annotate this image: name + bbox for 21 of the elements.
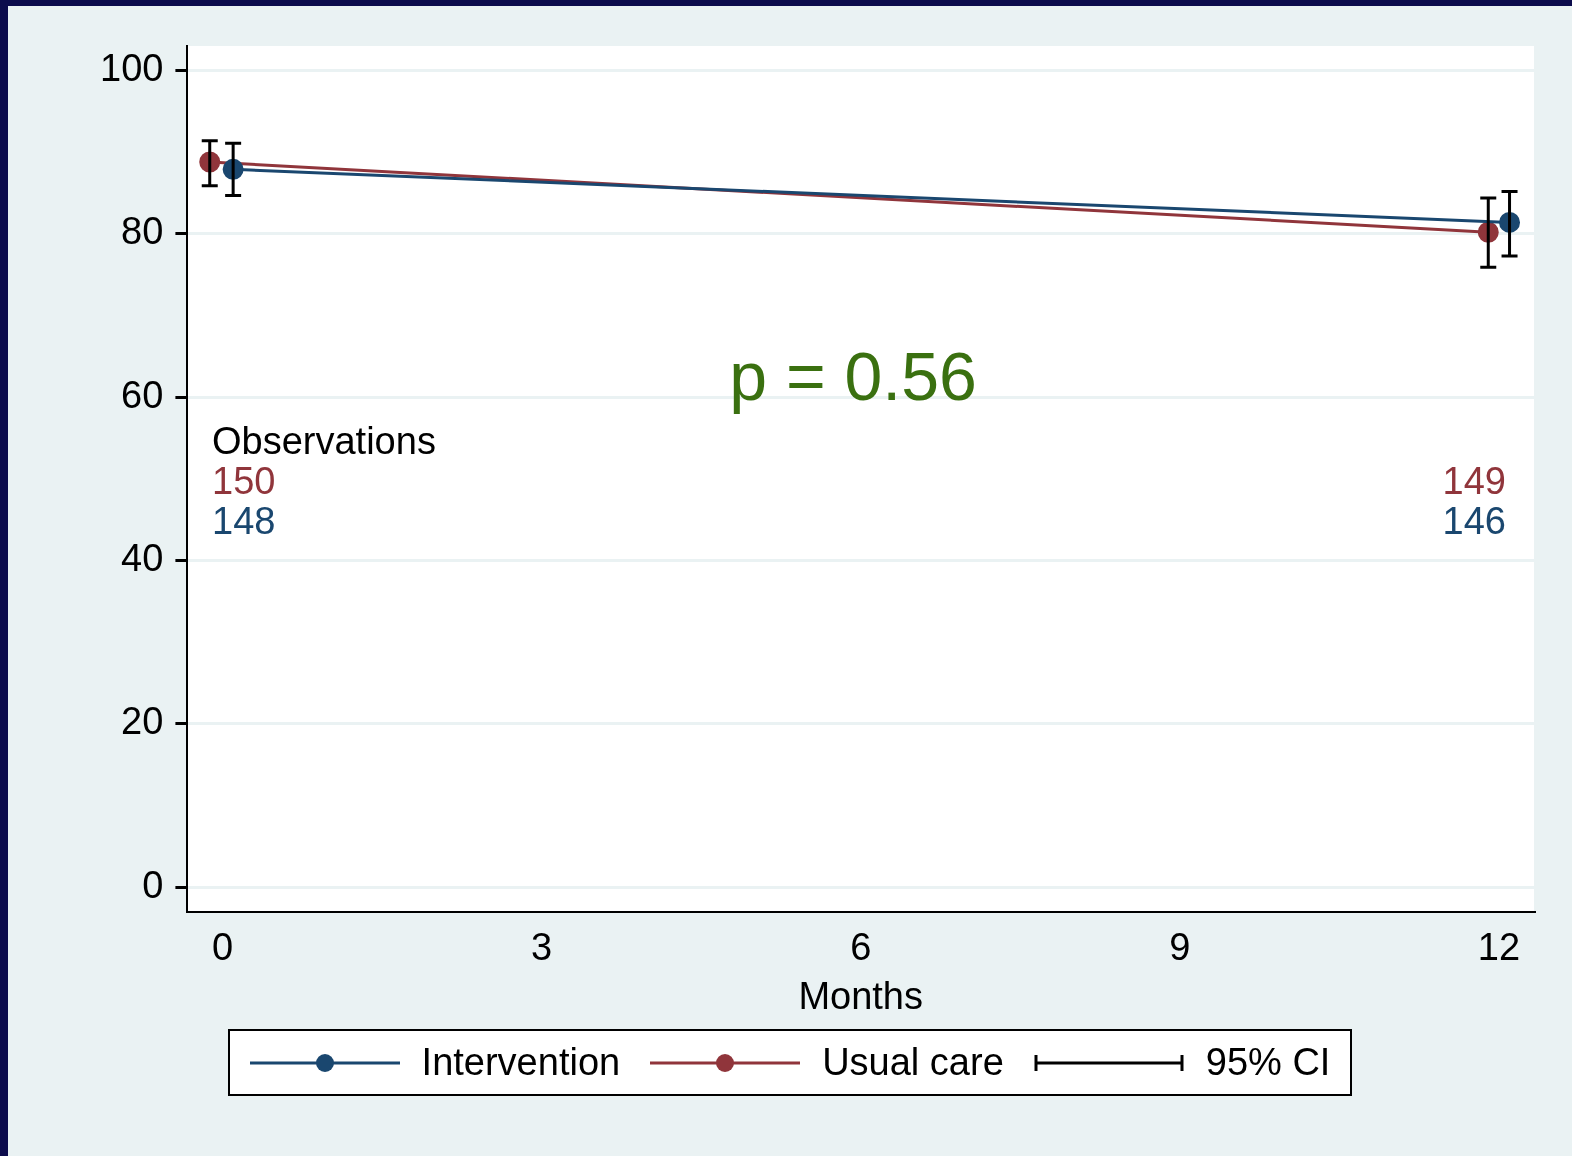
y-tick-label: 20 <box>121 700 164 743</box>
legend-label: Intervention <box>421 1041 621 1084</box>
y-tick-label: 80 <box>121 210 164 253</box>
x-tick-label: 0 <box>211 926 234 969</box>
annotation: Observations <box>212 420 436 463</box>
annotation: 149 <box>1442 460 1506 503</box>
y-tick-label: 0 <box>142 863 164 906</box>
x-tick-label: 12 <box>1477 926 1521 969</box>
annotation: 150 <box>212 460 276 503</box>
legend-label: Usual care <box>822 1041 1004 1084</box>
x-tick-label: 6 <box>850 926 872 969</box>
annotation: 146 <box>1442 500 1506 543</box>
y-tick-label: 100 <box>100 46 164 89</box>
x-axis-title: Months <box>798 974 924 1017</box>
x-tick-label: 3 <box>531 926 553 969</box>
text: 95% CI <box>1205 1041 1331 1084</box>
y-tick-label: 40 <box>121 537 164 580</box>
annotation: p = 0.56 <box>729 337 977 414</box>
annotation: 148 <box>212 500 276 543</box>
x-tick-label: 9 <box>1169 926 1191 969</box>
y-tick-label: 60 <box>121 373 164 416</box>
